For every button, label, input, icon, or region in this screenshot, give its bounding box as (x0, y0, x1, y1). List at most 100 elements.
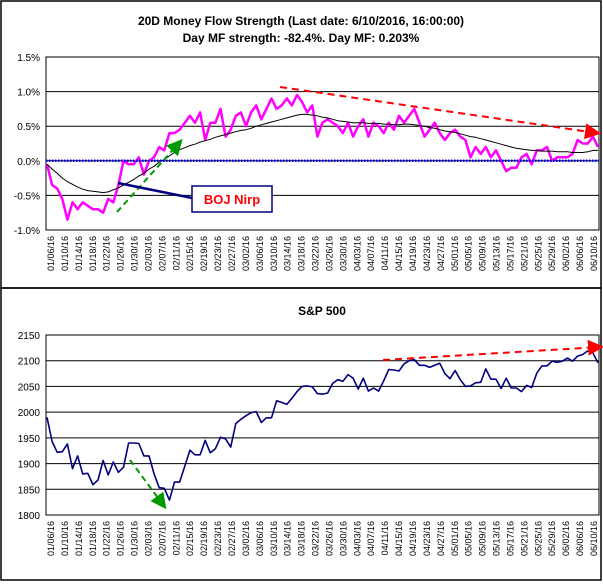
mf-gridlines (46, 91, 599, 196)
sp500-x-tick-label: 06/06/16 (575, 521, 585, 556)
mf-x-tick-label: 05/21/16 (519, 236, 529, 271)
sp500-x-tick-labels: 01/06/16 01/10/16 01/14/16 01/18/16 01/22/16… (46, 521, 599, 556)
sp500-x-tick-label: 03/30/16 (338, 521, 348, 556)
sp500-x-tick-label: 01/06/16 (46, 521, 56, 556)
sp500-x-tick-label: 02/03/16 (143, 521, 153, 556)
mf-x-tick-label: 04/15/16 (394, 236, 404, 271)
mf-x-tick-label: 05/17/16 (505, 236, 515, 271)
sp500-y-tick-label: 2000 (18, 408, 41, 419)
mf-x-tick-label: 02/07/16 (157, 236, 167, 271)
mf-x-tick-label: 01/06/16 (46, 236, 56, 271)
mf-x-tick-labels: 01/06/16 01/10/16 01/14/16 01/18/16 01/22/16… (46, 236, 599, 271)
mf-y-tick-label: -1.0% (14, 226, 40, 237)
sp500-x-tick-label: 05/09/16 (478, 521, 488, 556)
sp500-gridlines (46, 360, 599, 490)
sp500-y-tick-label: 1950 (18, 434, 41, 445)
mf-x-tick-label: 04/19/16 (408, 236, 418, 271)
sp500-uptrend-arrow (382, 339, 603, 361)
sp500-x-tick-label: 05/13/16 (492, 521, 502, 556)
sp500-x-tick-label: 01/14/16 (74, 521, 84, 556)
mf-money-flow-line (45, 93, 600, 221)
mf-downtrend-arrow (279, 86, 601, 140)
mf-uptrend-arrow (116, 139, 183, 213)
sp500-x-tick-label: 04/03/16 (352, 521, 362, 556)
sp500-series-group (46, 350, 599, 501)
bottom-panel-frame (0, 287, 602, 581)
mf-x-tick-label: 02/23/16 (213, 236, 223, 271)
mf-y-tick-labels: 1.5% 1.0% 0.5% 0.0% -0.5% -1.0% (14, 53, 40, 237)
mf-x-tick-label: 02/19/16 (199, 236, 209, 271)
sp500-index-line (46, 350, 599, 501)
sp500-x-tick-label: 03/06/16 (255, 521, 265, 556)
mf-x-tick-label: 02/11/16 (171, 236, 181, 270)
sp500-x-tick-label: 05/17/16 (505, 521, 515, 556)
sp500-x-tick-label: 01/18/16 (88, 521, 98, 556)
mf-x-tick-label: 05/09/16 (478, 236, 488, 271)
mf-x-tick-label: 01/18/16 (88, 236, 98, 271)
mf-x-tick-label: 03/26/16 (324, 236, 334, 271)
sp500-x-tick-label: 05/01/16 (450, 521, 460, 556)
mf-x-tick-label: 03/18/16 (297, 236, 307, 271)
sp500-x-tick-label: 04/11/16 (380, 521, 390, 555)
sp500-x-tick-label: 05/05/16 (464, 521, 474, 556)
sp500-x-tick-label: 04/27/16 (436, 521, 446, 556)
mf-x-tick-label: 03/30/16 (338, 236, 348, 271)
sp500-x-tick-label: 02/11/16 (171, 521, 181, 555)
sp500-y-tick-label: 1800 (18, 511, 41, 522)
sp500-x-tick-label: 03/14/16 (283, 521, 293, 556)
boj-callout-pointer (117, 181, 193, 200)
sp500-plot-area (45, 334, 600, 516)
sp500-x-tick-label: 03/10/16 (269, 521, 279, 556)
mf-plot-area (45, 56, 600, 231)
sp500-y-tick-label: 2100 (18, 357, 41, 368)
sp500-y-tick-labels: 2150 2100 2050 2000 1950 1900 1850 1800 (18, 331, 41, 522)
mf-y-tick-label: 0.5% (17, 122, 40, 133)
sp500-x-tick-label: 04/15/16 (394, 521, 404, 556)
sp500-y-tick-label: 1850 (18, 485, 41, 496)
sp500-x-tick-label: 05/29/16 (547, 521, 557, 556)
mf-x-tick-label: 04/23/16 (422, 236, 432, 271)
sp500-x-tick-label: 02/19/16 (199, 521, 209, 556)
mf-y-tick-label: 0.0% (17, 157, 40, 168)
sp500-y-tick-label: 1900 (18, 460, 41, 471)
mf-y-tick-label: -0.5% (14, 191, 40, 202)
mf-x-tick-label: 05/25/16 (533, 236, 543, 271)
mf-x-tick-label: 05/29/16 (547, 236, 557, 271)
mf-x-tick-label: 02/15/16 (185, 236, 195, 271)
mf-x-tick-label: 03/14/16 (283, 236, 293, 271)
mf-chart-subtitle: Day MF strength: -82.4%. Day MF: 0.203% (183, 31, 420, 45)
mf-series-group (45, 93, 600, 221)
sp500-x-tick-label: 03/22/16 (311, 521, 321, 556)
mf-x-tick-label: 02/03/16 (143, 236, 153, 271)
sp500-x-tick-label: 03/02/16 (241, 521, 251, 556)
mf-x-tick-label: 03/22/16 (311, 236, 321, 271)
sp500-x-tick-label: 01/10/16 (60, 521, 70, 556)
boj-callout-box (191, 185, 273, 213)
mf-x-tick-label: 05/13/16 (492, 236, 502, 271)
sp500-x-tick-label: 02/07/16 (157, 521, 167, 556)
mf-x-tick-label: 05/01/16 (450, 236, 460, 271)
sp500-downtrend-arrow (129, 459, 167, 510)
mf-x-tick-label: 06/10/16 (589, 236, 599, 271)
mf-chart-title: 20D Money Flow Strength (Last date: 6/10… (138, 14, 464, 28)
sp500-x-tick-label: 04/23/16 (422, 521, 432, 556)
mf-x-tick-label: 02/27/16 (227, 236, 237, 271)
sp500-y-tick-label: 2050 (18, 382, 41, 393)
sp500-x-tick-label: 01/22/16 (102, 521, 112, 556)
sp500-x-tick-label: 04/07/16 (366, 521, 376, 556)
mf-x-tick-label: 03/10/16 (269, 236, 279, 271)
mf-x-tick-label: 03/06/16 (255, 236, 265, 271)
mf-x-tick-label: 04/27/16 (436, 236, 446, 271)
sp500-x-tick-label: 02/23/16 (213, 521, 223, 556)
mf-x-tick-label: 04/07/16 (366, 236, 376, 271)
mf-x-tick-label: 06/06/16 (575, 236, 585, 271)
mf-x-tick-label: 06/02/16 (561, 236, 571, 271)
sp500-x-tick-label: 03/26/16 (324, 521, 334, 556)
mf-x-tick-label: 05/05/16 (464, 236, 474, 271)
sp500-chart-title: S&P 500 (298, 304, 346, 318)
mf-x-tick-label: 01/10/16 (60, 236, 70, 271)
mf-x-tick-label: 03/02/16 (241, 236, 251, 271)
mf-y-tick-label: 1.5% (17, 53, 40, 64)
